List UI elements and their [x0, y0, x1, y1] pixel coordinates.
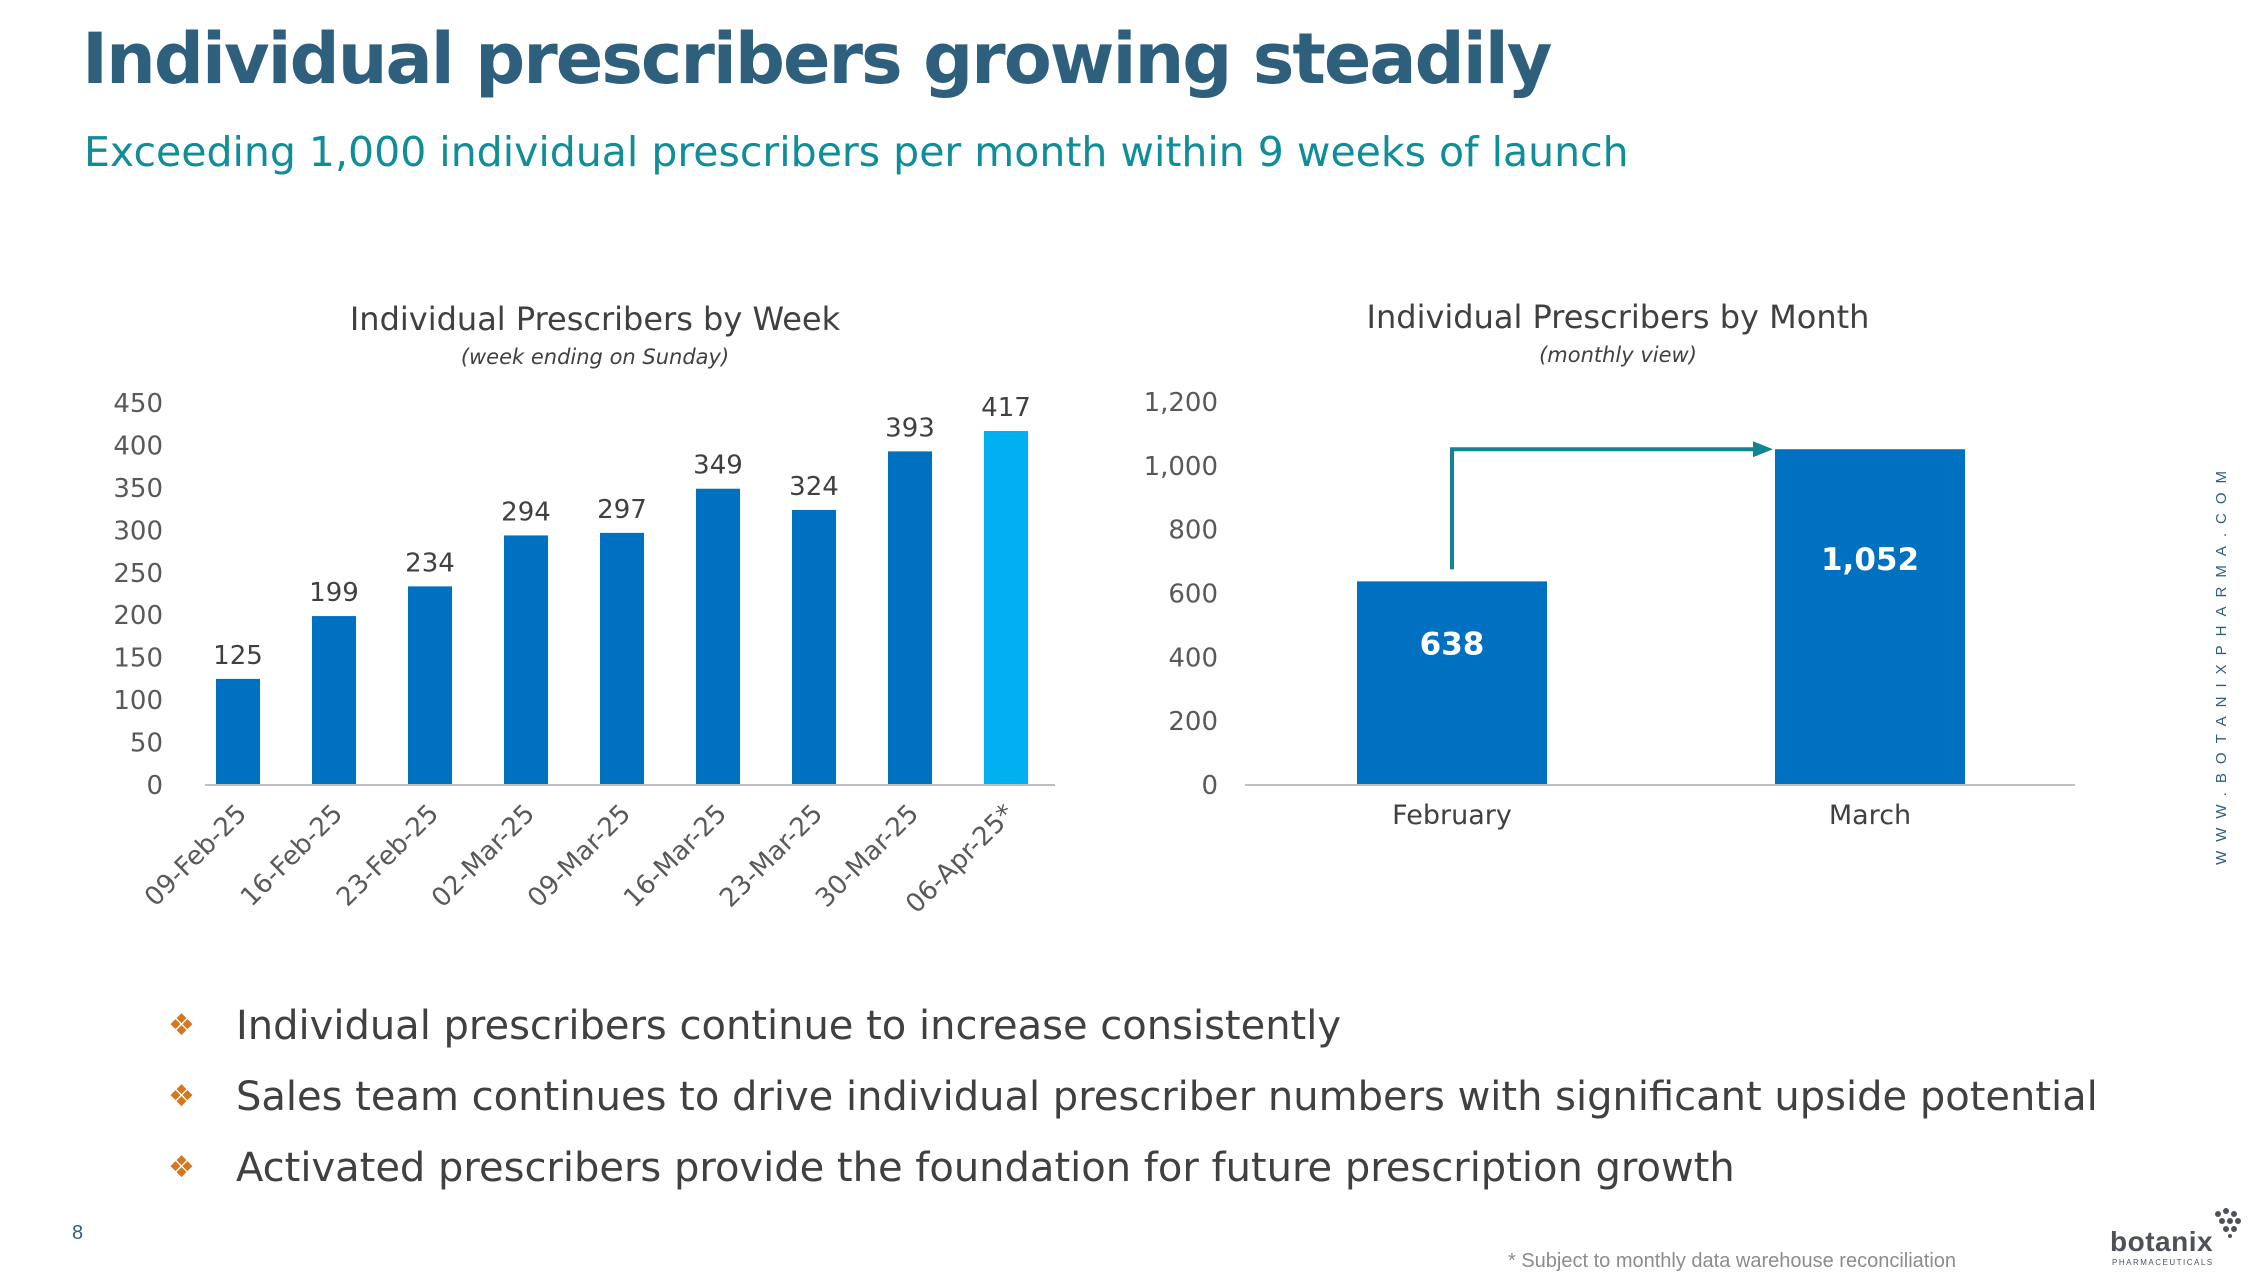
website-url[interactable]: WWW.BOTANIXPHARMA.COM — [2213, 462, 2230, 865]
weekly-xtick-label: 09-Mar-25 — [522, 799, 637, 914]
monthly-ytick-label: 200 — [1168, 707, 1218, 737]
weekly-xtick-label: 23-Mar-25 — [714, 799, 829, 914]
weekly-ytick-label: 350 — [113, 474, 163, 504]
weekly-data-label: 234 — [405, 548, 455, 578]
weekly-ytick-label: 200 — [113, 601, 163, 631]
page-subtitle: Exceeding 1,000 individual prescribers p… — [84, 128, 1629, 176]
weekly-data-label: 393 — [885, 413, 935, 443]
page-title: Individual prescribers growing steadily — [82, 18, 1552, 100]
logo-tagline: PHARMACEUTICALS — [2112, 1258, 2214, 1267]
monthly-xtick-label: February — [1392, 800, 1512, 831]
diamond-bullet-icon: ❖ — [168, 1079, 195, 1114]
weekly-ytick-label: 100 — [113, 686, 163, 716]
logo-wordmark: botanix — [2110, 1226, 2214, 1257]
weekly-bar — [888, 451, 932, 785]
weekly-chart-subtitle: (week ending on Sunday) — [461, 345, 729, 369]
weekly-bar — [600, 532, 644, 785]
weekly-bar — [504, 535, 548, 785]
weekly-bar — [312, 616, 356, 785]
diamond-bullet-icon: ❖ — [168, 1008, 195, 1043]
weekly-data-label: 294 — [501, 497, 551, 527]
weekly-xtick-label: 16-Mar-25 — [618, 799, 733, 914]
monthly-chart-title: Individual Prescribers by Month — [1367, 298, 1870, 336]
bullet-item: ❖ Sales team continues to drive individu… — [168, 1061, 2098, 1132]
bullet-text: Activated prescribers provide the founda… — [236, 1144, 1735, 1191]
growth-arrow-head — [1753, 441, 1773, 458]
weekly-xtick-label: 23-Feb-25 — [331, 799, 445, 913]
bullet-text: Individual prescribers continue to incre… — [236, 1002, 1342, 1049]
weekly-xtick-label: 02-Mar-25 — [426, 799, 541, 914]
footnote: * Subject to monthly data warehouse reco… — [1508, 1250, 1957, 1272]
weekly-ytick-label: 450 — [113, 389, 163, 419]
weekly-data-label: 199 — [309, 578, 359, 608]
monthly-ytick-label: 1,200 — [1144, 388, 1218, 418]
weekly-ytick-label: 150 — [113, 644, 163, 674]
weekly-data-label: 417 — [981, 393, 1031, 423]
bullet-item: ❖ Activated prescribers provide the foun… — [168, 1132, 2098, 1203]
botanix-logo: botanix PHARMACEUTICALS — [2110, 1208, 2250, 1274]
weekly-bar — [792, 509, 836, 785]
weekly-xtick-label: 09-Feb-25 — [139, 799, 253, 913]
weekly-data-label: 125 — [213, 641, 263, 671]
monthly-ytick-label: 0 — [1201, 771, 1218, 801]
weekly-data-label: 324 — [789, 472, 839, 502]
bullet-text: Sales team continues to drive individual… — [236, 1073, 2098, 1120]
charts-area: Individual Prescribers by Week (week end… — [113, 298, 2075, 919]
weekly-bar — [408, 586, 452, 785]
monthly-chart: Individual Prescribers by Month (monthly… — [1144, 298, 2075, 831]
monthly-ytick-label: 1,000 — [1144, 452, 1218, 482]
weekly-bar — [216, 678, 260, 785]
diamond-bullet-icon: ❖ — [168, 1150, 195, 1185]
monthly-ytick-label: 600 — [1168, 580, 1218, 610]
monthly-bar — [1775, 449, 1965, 785]
growth-arrow-icon — [1450, 441, 1773, 570]
bullet-list: ❖ Individual prescribers continue to inc… — [168, 990, 2098, 1203]
bullet-item: ❖ Individual prescribers continue to inc… — [168, 990, 2098, 1061]
logo-dots-icon — [2215, 1208, 2241, 1238]
monthly-chart-subtitle: (monthly view) — [1539, 343, 1697, 367]
weekly-ytick-label: 400 — [113, 431, 163, 461]
weekly-data-label: 349 — [693, 451, 743, 481]
monthly-ytick-label: 800 — [1168, 516, 1218, 546]
monthly-data-label: 638 — [1420, 627, 1485, 663]
monthly-xtick-label: March — [1829, 800, 1911, 831]
monthly-bar — [1357, 581, 1547, 785]
weekly-ytick-label: 50 — [130, 729, 163, 759]
monthly-data-label: 1,052 — [1821, 542, 1919, 578]
page-number: 8 — [72, 1222, 84, 1244]
growth-arrow-line — [1450, 447, 1753, 570]
weekly-ytick-label: 0 — [146, 771, 163, 801]
weekly-ytick-label: 300 — [113, 516, 163, 546]
weekly-chart: Individual Prescribers by Week (week end… — [113, 300, 1055, 919]
weekly-data-label: 297 — [597, 495, 647, 525]
weekly-chart-title: Individual Prescribers by Week — [350, 300, 841, 338]
monthly-ytick-label: 400 — [1168, 643, 1218, 673]
weekly-ytick-label: 250 — [113, 559, 163, 589]
weekly-bar — [984, 431, 1028, 785]
weekly-bar — [696, 488, 740, 785]
weekly-xtick-label: 16-Feb-25 — [235, 799, 349, 913]
